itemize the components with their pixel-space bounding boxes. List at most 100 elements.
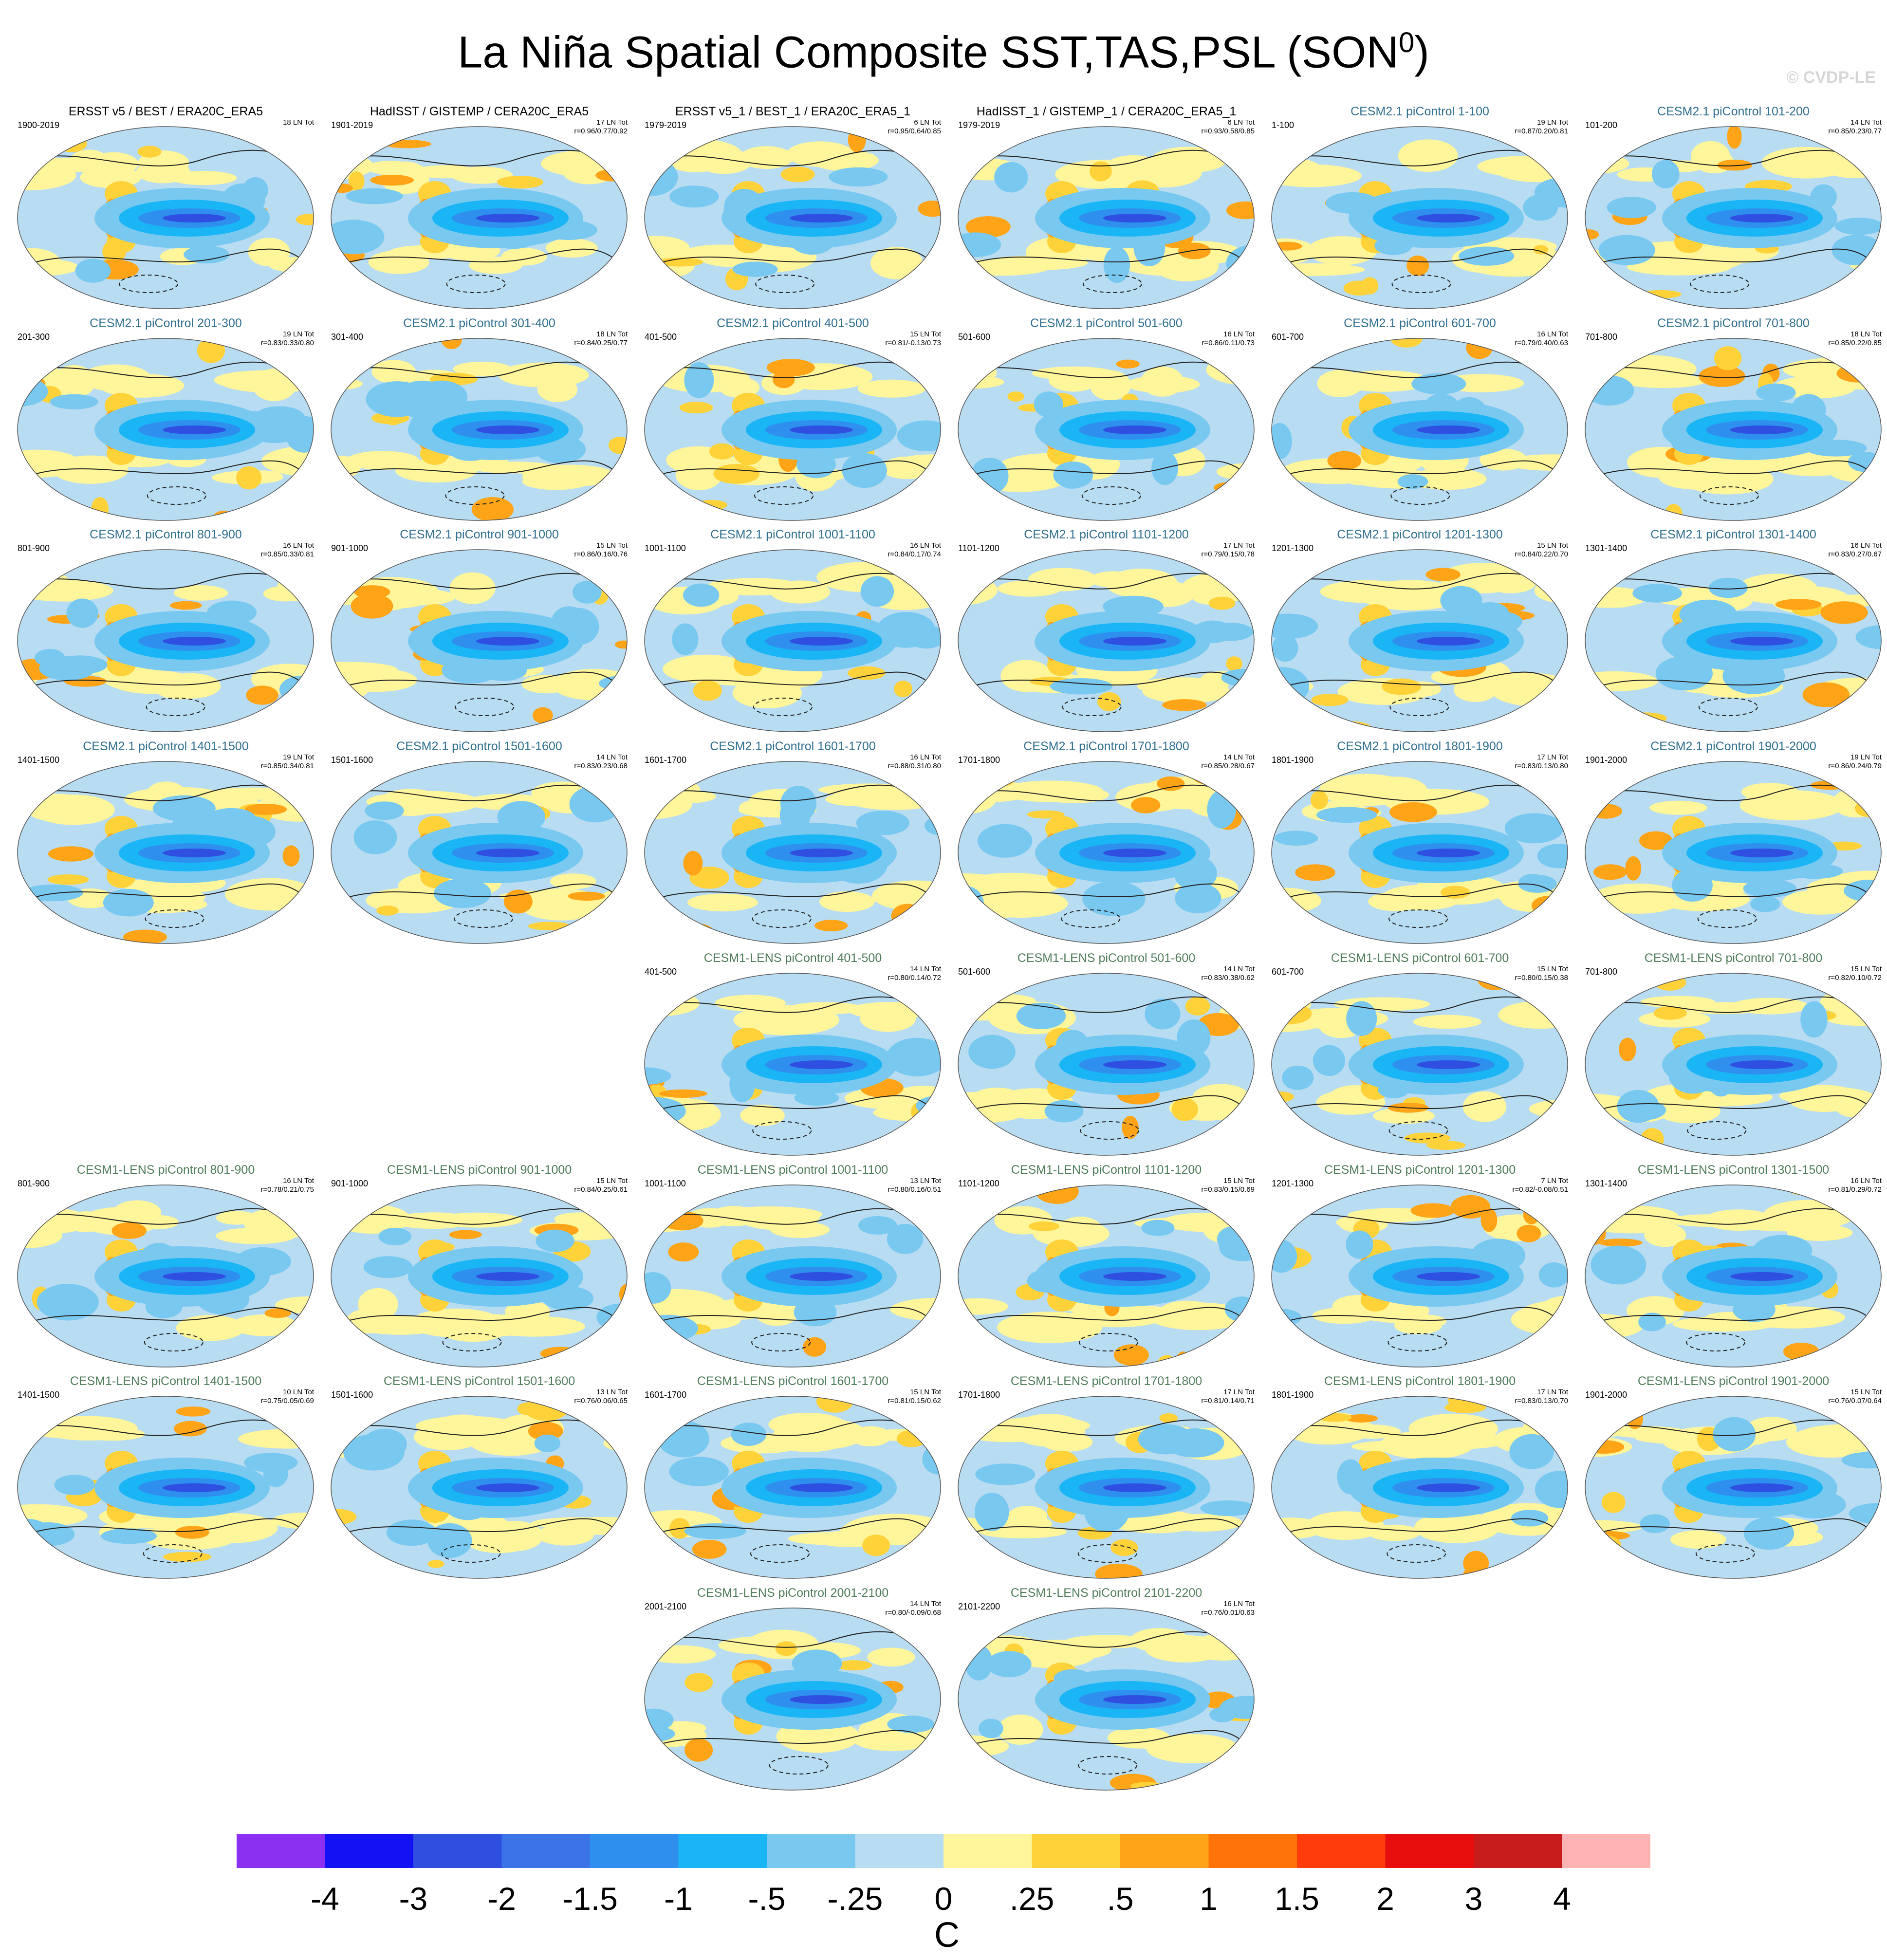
cool-anomaly [242, 177, 268, 203]
colorbar-swatch [1208, 1834, 1297, 1868]
panel-pattern-correlation: r=0.81/-0.13/0.73 [885, 339, 941, 347]
cool-anomaly [645, 1708, 674, 1731]
psl-contour-negative [446, 275, 506, 293]
panel-years: 1001-1100 [645, 1179, 686, 1188]
map-panel: CESM2.1 piControl 501-600 501-600 16 LN To… [949, 311, 1263, 522]
panel-event-count: 14 LN Tot [910, 965, 941, 973]
psl-contour [663, 883, 936, 900]
warm-anomaly [197, 338, 225, 363]
panel-title: CESM2.1 piControl 1301-1400 [1650, 528, 1816, 541]
cold-tongue [163, 1483, 226, 1492]
map-panel: ERSST v5 / BEST / ERA20C_ERA5 1900-2019 18… [9, 99, 323, 311]
warm-anomaly [528, 1422, 563, 1441]
panel-pattern-correlation: r=0.78/0.21/0.75 [260, 1185, 314, 1194]
map-outline [958, 761, 1255, 944]
colorbar-swatch [237, 1834, 325, 1868]
warm-anomaly [137, 146, 162, 158]
panel-event-count: 15 LN Tot [910, 1388, 941, 1396]
cold-tongue [1730, 849, 1794, 857]
panel-pattern-correlation: r=0.75/0.05/0.69 [260, 1397, 314, 1405]
warm-anomaly [645, 148, 669, 170]
cool-anomaly [968, 1035, 1016, 1069]
psl-contour-negative [1387, 1544, 1446, 1563]
composite-map [1585, 549, 1882, 732]
composite-map [17, 1184, 314, 1368]
psl-contour [663, 1518, 936, 1535]
psl-contour-negative [755, 275, 815, 293]
warm-anomaly [1041, 1432, 1093, 1452]
warm-anomaly [1654, 974, 1686, 991]
cool-anomaly [732, 261, 778, 277]
panel-title: ERSST v5 / BEST / ERA20C_ERA5 [68, 105, 263, 118]
warm-anomaly [1619, 1037, 1636, 1062]
panel-pattern-correlation: r=0.85/0.34/0.81 [260, 762, 314, 770]
panel-pattern-correlation: r=0.79/0.40/0.63 [1515, 339, 1568, 347]
warm-anomaly [659, 128, 675, 152]
warm-anomaly [1786, 1224, 1853, 1241]
composite-map [1271, 1184, 1568, 1368]
panel-pattern-correlation: r=0.80/0.16/0.51 [888, 1185, 941, 1194]
warm-anomaly [1116, 359, 1140, 369]
warm-anomaly [1404, 1132, 1451, 1144]
warm-anomaly [1601, 1492, 1626, 1513]
panel-pattern-correlation: r=0.85/0.23/0.77 [1828, 127, 1882, 135]
panel-event-count: 16 LN Tot [1850, 541, 1882, 550]
composite-map [1271, 338, 1568, 521]
psl-contour [976, 1518, 1250, 1535]
composite-map [17, 338, 314, 521]
warm-anomaly [1832, 788, 1880, 818]
cold-tongue [790, 425, 853, 434]
warm-anomaly [1002, 1516, 1053, 1532]
warm-anomaly [1523, 1205, 1540, 1224]
cool-anomaly [427, 1523, 472, 1558]
panel-pattern-correlation: r=0.83/0.38/0.62 [1201, 974, 1255, 982]
warm-anomaly [574, 761, 596, 774]
composite-map [1585, 973, 1882, 1156]
panel-pattern-correlation: r=0.85/0.33/0.81 [260, 550, 314, 558]
cool-anomaly [1509, 1434, 1554, 1469]
map-panel: CESM2.1 piControl 101-200 101-200 14 LN To… [1576, 99, 1887, 311]
cool-anomaly [184, 245, 230, 264]
panel-title: CESM2.1 piControl 1401-1500 [83, 740, 249, 753]
psl-contour [663, 1730, 936, 1746]
map-outline [958, 973, 1255, 1156]
warm-anomaly [175, 1526, 209, 1539]
cool-anomaly [569, 785, 621, 823]
psl-contour [1603, 883, 1877, 900]
composite-map [1271, 1396, 1568, 1579]
psl-contour-negative [442, 1333, 502, 1351]
psl-contour [1290, 671, 1563, 688]
psl-contour [1603, 460, 1877, 477]
warm-anomaly [18, 145, 50, 156]
map-panel: CESM1-LENS piControl 901-1000 901-1000 15 … [322, 1157, 636, 1369]
map-outline [958, 1184, 1255, 1368]
warm-anomaly [89, 152, 139, 175]
warm-anomaly [870, 247, 923, 279]
cool-anomaly [731, 1423, 767, 1446]
psl-contour [1603, 248, 1877, 265]
warm-anomaly [1585, 1205, 1679, 1228]
warm-anomaly [236, 466, 262, 490]
cool-anomaly [977, 824, 1033, 858]
map-panel: CESM2.1 piControl 701-800 701-800 18 LN To… [1576, 311, 1887, 522]
cool-anomaly [1274, 831, 1318, 846]
cold-tongue [163, 1272, 226, 1281]
warm-anomaly [1188, 1633, 1254, 1661]
map-panel: CESM1-LENS piControl 1501-1600 1501-1600 1… [322, 1368, 636, 1580]
composite-map [331, 549, 628, 732]
panel-title: CESM1-LENS piControl 701-800 [1644, 951, 1823, 965]
panel-title: CESM2.1 piControl 1701-1800 [1023, 740, 1189, 753]
cool-anomaly [50, 394, 98, 409]
cold-tongue [790, 1060, 853, 1069]
panel-years: 1801-1900 [1272, 755, 1314, 765]
warm-anomaly [825, 792, 884, 806]
map-panel: CESM1-LENS piControl 601-700 601-700 15 LN… [1263, 945, 1577, 1157]
warm-anomaly [894, 681, 913, 698]
warm-anomaly [80, 364, 151, 391]
panel-years: 1601-1700 [645, 1390, 687, 1400]
panel-pattern-correlation: r=0.83/0.27/0.67 [1828, 550, 1882, 558]
cool-anomaly [1016, 1002, 1066, 1030]
cool-anomaly [1591, 1245, 1646, 1285]
warm-anomaly [32, 1560, 67, 1570]
warm-anomaly [1406, 255, 1429, 276]
